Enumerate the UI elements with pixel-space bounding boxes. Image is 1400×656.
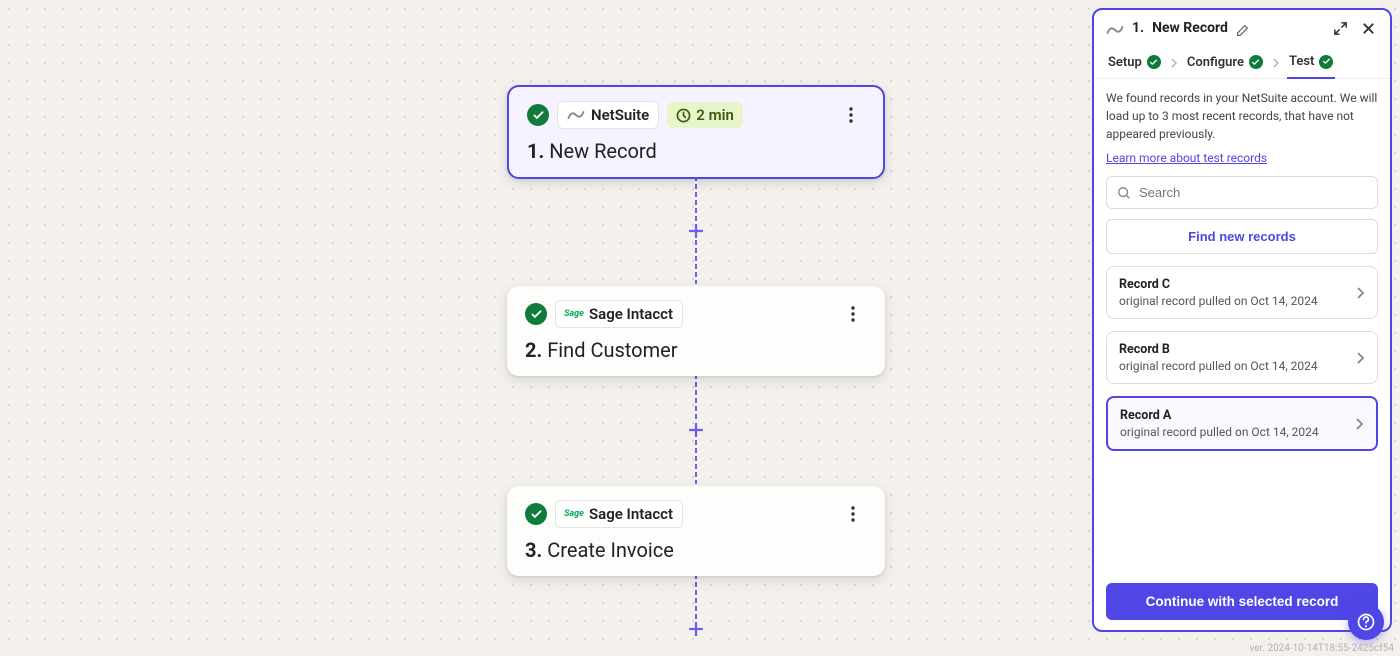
record-name: Record A bbox=[1120, 408, 1319, 423]
check-icon bbox=[525, 503, 547, 525]
panel-header: 1. New Record bbox=[1094, 10, 1390, 46]
more-menu-button[interactable] bbox=[839, 500, 867, 528]
version-text: ver. 2024-10-14T18:55-2425cf54 bbox=[1249, 643, 1394, 654]
more-menu-button[interactable] bbox=[837, 101, 865, 129]
check-icon bbox=[1319, 55, 1333, 69]
record-item[interactable]: Record B original record pulled on Oct 14… bbox=[1106, 331, 1378, 384]
connector-line bbox=[695, 440, 697, 484]
more-vertical-icon bbox=[851, 506, 855, 522]
chevron-right-icon bbox=[1269, 53, 1283, 72]
workflow-node-2[interactable]: Sage Sage Intacct 2. Find Customer bbox=[507, 286, 885, 376]
clock-icon bbox=[676, 108, 691, 123]
chevron-right-icon bbox=[1355, 351, 1365, 365]
close-icon[interactable] bbox=[1358, 18, 1378, 38]
connector-line bbox=[695, 176, 697, 224]
help-fab[interactable] bbox=[1348, 604, 1384, 640]
expand-icon[interactable] bbox=[1330, 18, 1350, 38]
find-records-button[interactable]: Find new records bbox=[1106, 219, 1378, 254]
learn-more-link[interactable]: Learn more about test records bbox=[1106, 151, 1267, 165]
panel-title: New Record bbox=[1152, 20, 1228, 36]
app-badge: NetSuite bbox=[557, 101, 659, 129]
chevron-right-icon bbox=[1354, 417, 1364, 431]
plus-icon bbox=[687, 620, 705, 638]
check-icon bbox=[1147, 55, 1161, 69]
chevron-right-icon bbox=[1355, 286, 1365, 300]
app-badge: Sage Sage Intacct bbox=[555, 300, 683, 328]
time-text: 2 min bbox=[696, 106, 734, 124]
record-item[interactable]: Record A original record pulled on Oct 14… bbox=[1106, 396, 1378, 451]
record-item[interactable]: Record C original record pulled on Oct 14… bbox=[1106, 266, 1378, 319]
record-meta: original record pulled on Oct 14, 2024 bbox=[1119, 359, 1318, 373]
netsuite-icon bbox=[1106, 21, 1124, 35]
panel-title-prefix: 1. bbox=[1132, 20, 1144, 36]
info-text: We found records in your NetSuite accoun… bbox=[1106, 89, 1378, 143]
app-name: Sage Intacct bbox=[589, 505, 673, 523]
more-menu-button[interactable] bbox=[839, 300, 867, 328]
side-panel: 1. New Record Setup Configure Test We foun… bbox=[1092, 8, 1392, 632]
chevron-right-icon bbox=[1167, 53, 1181, 72]
tab-configure[interactable]: Configure bbox=[1185, 47, 1265, 78]
search-icon bbox=[1117, 186, 1131, 200]
sage-icon: Sage bbox=[565, 307, 583, 321]
workflow-node-3[interactable]: Sage Sage Intacct 3. Create Invoice bbox=[507, 486, 885, 576]
add-step-button[interactable] bbox=[687, 620, 705, 638]
pencil-icon[interactable] bbox=[1236, 22, 1249, 35]
sage-icon: Sage bbox=[565, 507, 583, 521]
check-icon bbox=[525, 303, 547, 325]
check-icon bbox=[1249, 55, 1263, 69]
node-title: 1. New Record bbox=[527, 139, 865, 163]
plus-icon bbox=[687, 421, 705, 439]
netsuite-icon bbox=[567, 108, 585, 122]
app-name: NetSuite bbox=[591, 106, 649, 124]
tab-label: Configure bbox=[1187, 55, 1244, 70]
app-badge: Sage Sage Intacct bbox=[555, 500, 683, 528]
app-name: Sage Intacct bbox=[589, 305, 673, 323]
add-step-button[interactable] bbox=[687, 222, 705, 240]
add-step-button[interactable] bbox=[687, 421, 705, 439]
tab-label: Setup bbox=[1108, 55, 1142, 70]
record-meta: original record pulled on Oct 14, 2024 bbox=[1119, 294, 1318, 308]
search-box[interactable] bbox=[1106, 176, 1378, 209]
connector-line bbox=[695, 240, 697, 284]
panel-body: We found records in your NetSuite accoun… bbox=[1094, 79, 1390, 573]
more-vertical-icon bbox=[851, 306, 855, 322]
record-meta: original record pulled on Oct 14, 2024 bbox=[1120, 425, 1319, 439]
plus-icon bbox=[687, 222, 705, 240]
record-name: Record B bbox=[1119, 342, 1318, 357]
continue-button[interactable]: Continue with selected record bbox=[1106, 583, 1378, 620]
connector-line bbox=[695, 574, 697, 622]
tab-setup[interactable]: Setup bbox=[1106, 47, 1163, 78]
search-input[interactable] bbox=[1139, 185, 1367, 200]
node-title: 3. Create Invoice bbox=[525, 538, 867, 562]
tab-test[interactable]: Test bbox=[1287, 46, 1335, 79]
tab-label: Test bbox=[1289, 54, 1314, 69]
panel-footer: Continue with selected record bbox=[1094, 573, 1390, 630]
node-title: 2. Find Customer bbox=[525, 338, 867, 362]
workflow-node-1[interactable]: NetSuite 2 min 1. New Record bbox=[507, 85, 885, 179]
check-icon bbox=[527, 104, 549, 126]
panel-tabs: Setup Configure Test bbox=[1094, 46, 1390, 79]
connector-line bbox=[695, 374, 697, 422]
more-vertical-icon bbox=[849, 107, 853, 123]
record-name: Record C bbox=[1119, 277, 1318, 292]
time-badge: 2 min bbox=[667, 102, 743, 128]
help-icon bbox=[1356, 612, 1376, 632]
